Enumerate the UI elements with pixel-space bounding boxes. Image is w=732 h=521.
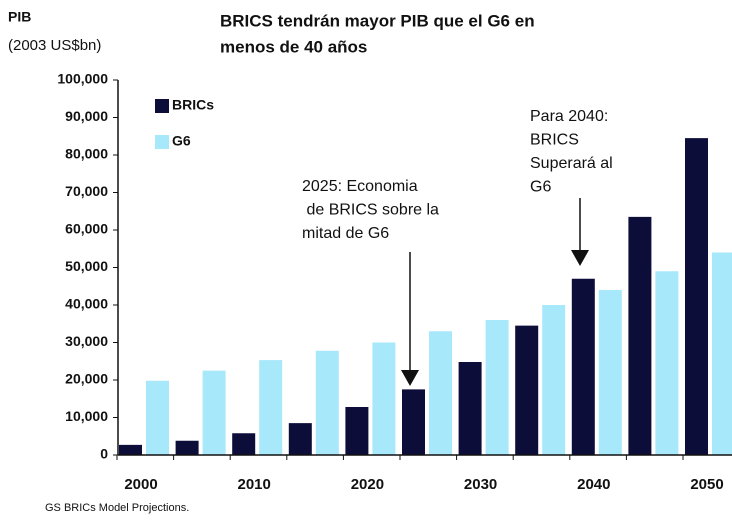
legend-swatch [155, 135, 169, 149]
x-tick-label: 2030 [464, 476, 497, 493]
y-tick-label: 30,000 [65, 333, 108, 349]
bar [232, 433, 256, 455]
bar [685, 138, 708, 455]
bar [655, 271, 679, 455]
x-tick-label: 2040 [577, 476, 610, 493]
legend-label: BRICs [172, 97, 214, 113]
bar [119, 444, 142, 455]
bar [598, 290, 622, 455]
bar [146, 380, 169, 455]
bar [515, 325, 539, 455]
y-tick-label: 10,000 [65, 408, 108, 424]
chart-title: menos de 40 años [220, 37, 367, 56]
annotation: BRICS [530, 132, 579, 149]
bar [571, 278, 595, 455]
source: GS BRICs Model Projections. [45, 502, 189, 514]
legend-label: G6 [172, 133, 191, 149]
x-tick-label: 2010 [238, 476, 271, 493]
bar [372, 342, 396, 455]
y-axis-label: (2003 US$bn) [8, 37, 101, 54]
y-tick-label: 80,000 [65, 146, 108, 162]
arrow-head [401, 370, 419, 386]
annotation: Para 2040: [530, 108, 608, 125]
legend-swatch [155, 99, 169, 113]
x-tick-label: 2000 [124, 476, 157, 493]
y-axis-label: PIB [8, 9, 31, 25]
annotation: Superará al [530, 155, 613, 172]
bar [345, 407, 369, 455]
annotation: mitad de G6 [302, 225, 389, 242]
y-tick-label: 100,000 [57, 71, 108, 87]
y-tick-label: 50,000 [65, 258, 108, 274]
y-tick-label: 20,000 [65, 371, 108, 387]
bar [429, 331, 452, 455]
chart-title: BRICS tendrán mayor PIB que el G6 en [220, 11, 535, 30]
y-tick-label: 40,000 [65, 296, 108, 312]
bar [175, 440, 199, 455]
bar [485, 320, 509, 455]
bar [458, 362, 482, 455]
annotation: 2025: Economia [302, 178, 418, 195]
annotation: G6 [530, 179, 551, 196]
bar [712, 252, 732, 455]
x-tick-label: 2020 [351, 476, 384, 493]
y-tick-label: 60,000 [65, 221, 108, 237]
bar [628, 216, 652, 455]
bar [402, 389, 425, 455]
y-tick-label: 90,000 [65, 108, 108, 124]
bar [542, 305, 566, 455]
y-tick-label: 70,000 [65, 183, 108, 199]
annotation: de BRICS sobre la [302, 202, 439, 219]
bar [288, 423, 312, 455]
bar [259, 360, 283, 455]
bar [202, 370, 226, 455]
x-tick-label: 2050 [690, 476, 723, 493]
arrow-head [571, 250, 589, 266]
bar [315, 350, 339, 455]
y-tick-label: 0 [100, 446, 108, 462]
